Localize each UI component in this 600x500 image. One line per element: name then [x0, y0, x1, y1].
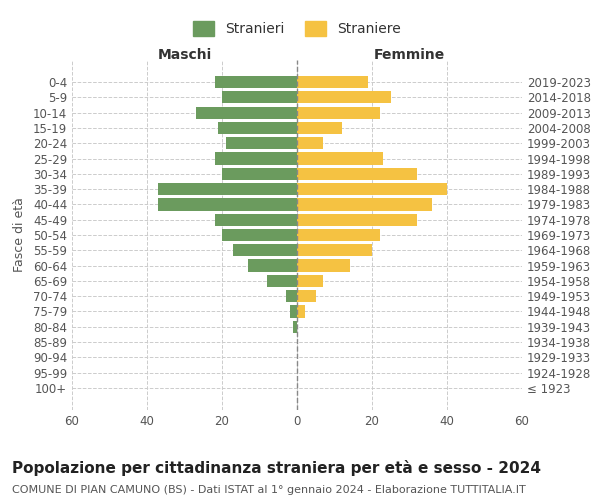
- Legend: Stranieri, Straniere: Stranieri, Straniere: [193, 22, 401, 36]
- Bar: [297, 168, 417, 180]
- Text: Femmine: Femmine: [374, 48, 445, 62]
- Y-axis label: Fasce di età: Fasce di età: [13, 198, 26, 272]
- Bar: [215, 152, 297, 164]
- Bar: [297, 183, 447, 195]
- Bar: [297, 275, 323, 287]
- Bar: [222, 91, 297, 104]
- Bar: [297, 76, 368, 88]
- Bar: [297, 91, 391, 104]
- Bar: [158, 198, 297, 210]
- Text: COMUNE DI PIAN CAMUNO (BS) - Dati ISTAT al 1° gennaio 2024 - Elaborazione TUTTIT: COMUNE DI PIAN CAMUNO (BS) - Dati ISTAT …: [12, 485, 526, 495]
- Bar: [297, 290, 316, 302]
- Bar: [226, 137, 297, 149]
- Bar: [215, 214, 297, 226]
- Text: Popolazione per cittadinanza straniera per età e sesso - 2024: Popolazione per cittadinanza straniera p…: [12, 460, 541, 476]
- Bar: [297, 244, 372, 256]
- Bar: [297, 137, 323, 149]
- Y-axis label: Anni di nascita: Anni di nascita: [598, 188, 600, 281]
- Bar: [248, 260, 297, 272]
- Bar: [222, 168, 297, 180]
- Text: Maschi: Maschi: [157, 48, 212, 62]
- Bar: [267, 275, 297, 287]
- Bar: [297, 306, 305, 318]
- Bar: [196, 106, 297, 118]
- Bar: [297, 122, 342, 134]
- Bar: [158, 183, 297, 195]
- Bar: [293, 320, 297, 333]
- Bar: [222, 229, 297, 241]
- Bar: [297, 106, 380, 118]
- Bar: [290, 306, 297, 318]
- Bar: [218, 122, 297, 134]
- Bar: [297, 260, 349, 272]
- Bar: [233, 244, 297, 256]
- Bar: [297, 152, 383, 164]
- Bar: [297, 229, 380, 241]
- Bar: [286, 290, 297, 302]
- Bar: [215, 76, 297, 88]
- Bar: [297, 214, 417, 226]
- Bar: [297, 198, 432, 210]
